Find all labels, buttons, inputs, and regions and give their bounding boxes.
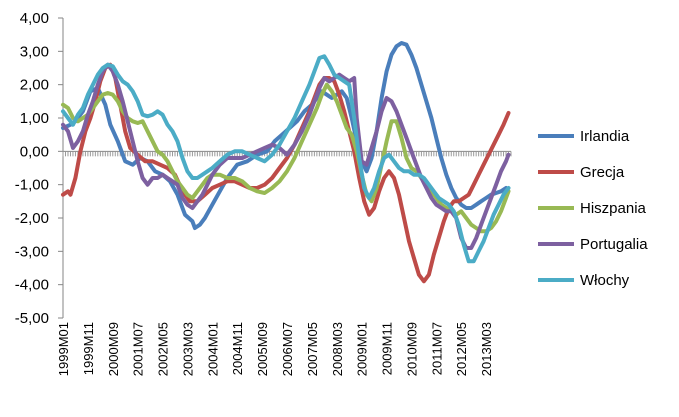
- x-tick-label: 2009M01: [355, 322, 370, 376]
- x-tick-label: 2002M05: [156, 322, 171, 376]
- x-tick-label: 2006M07: [280, 322, 295, 376]
- y-tick-label: 4,00: [20, 10, 49, 27]
- series-line-hiszpania: [61, 82, 511, 234]
- legend-label-grecja: Grecja: [580, 164, 625, 181]
- x-tick-label: 2003M03: [180, 322, 195, 376]
- series-line-portugalia: [61, 62, 511, 250]
- x-tick-label: 2009M11: [380, 322, 395, 375]
- legend-label-irlandia: Irlandia: [580, 128, 630, 145]
- x-tick-label: 2007M05: [305, 322, 320, 376]
- legend-label-hiszpania: Hiszpania: [580, 200, 647, 217]
- x-tick-label: 2011M07: [429, 322, 444, 375]
- x-tick-label: 2012M05: [454, 322, 469, 376]
- y-tick-label: 2,00: [20, 77, 49, 94]
- y-tick-label: -1,00: [15, 177, 49, 194]
- plot-area: [58, 17, 64, 319]
- y-tick-label: -4,00: [15, 277, 49, 294]
- x-tick-label: 2000M09: [106, 322, 121, 376]
- legend-label-portugalia: Portugalia: [580, 236, 648, 253]
- x-axis-tick-labels: 1999M01 1999M11 2000M09 2001M07 2002M05 2003M…: [56, 322, 494, 376]
- x-tick-label: 2013M03: [479, 322, 494, 376]
- x-tick-label: 2004M11: [230, 322, 245, 375]
- y-tick-label: 1,00: [20, 110, 49, 127]
- x-tick-label: 2001M07: [131, 322, 146, 376]
- legend: Irlandia Grecja Hiszpania Portugalia Włochy: [538, 128, 648, 289]
- y-tick-label: 3,00: [20, 43, 49, 60]
- y-tick-label: -5,00: [15, 310, 49, 327]
- y-tick-label: -2,00: [15, 210, 49, 227]
- x-tick-label: 1999M01: [56, 322, 71, 376]
- x-tick-label: 2004M01: [205, 322, 220, 376]
- y-tick-label: -3,00: [15, 243, 49, 260]
- x-tick-label: 2010M09: [404, 322, 419, 376]
- y-axis-tick-labels: 4,00 3,00 2,00 1,00 0,00 -1,00 -2,00 -3,00 -4,00…: [15, 10, 49, 327]
- x-tick-label: 2008M03: [330, 322, 345, 376]
- series-lines: [61, 41, 511, 284]
- series-line-włochy: [61, 54, 511, 264]
- x-tick-label: 2005M09: [255, 322, 270, 376]
- legend-label-włochy: Włochy: [580, 272, 630, 289]
- zero-axis-line: [62, 150, 512, 157]
- y-tick-label: 0,00: [20, 143, 49, 160]
- x-tick-label: 1999M11: [81, 322, 96, 375]
